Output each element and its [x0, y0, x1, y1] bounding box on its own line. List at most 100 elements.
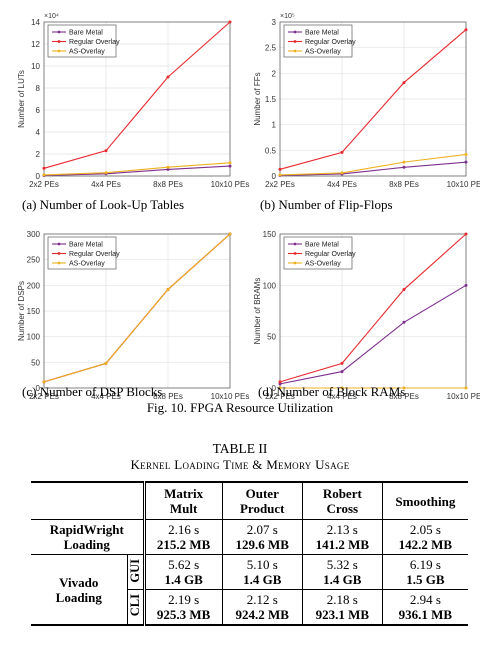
y-tick-label: 50	[267, 333, 276, 342]
x-tick-label: 8x8 PEs	[153, 392, 183, 401]
plot-frame	[279, 21, 467, 177]
data-point	[402, 386, 406, 390]
col-matrix-mult: Matrix Mult	[144, 482, 223, 520]
data-point	[278, 380, 282, 384]
y-tick-label: 200	[27, 281, 41, 290]
table-subtitle: Kernel Loading Time & Memory Usage	[130, 457, 350, 472]
series-line	[279, 153, 467, 176]
kernel-loading-table: Matrix Mult Outer Product Robert Cross Smoo…	[31, 481, 468, 626]
legend-entry: AS-Overlay	[69, 261, 105, 268]
caption-a: (a) Number of Look-Up Tables	[22, 197, 185, 212]
axis-multiplier: ×10⁵	[280, 13, 295, 20]
table-title: TABLE II	[212, 441, 268, 456]
series-line	[279, 284, 467, 385]
row-label-cli: CLI	[127, 594, 142, 617]
y-tick-label: 2	[36, 150, 41, 159]
chart-luts: 0 2 4 6 8 10 12 14 2x2 PEs 4x4 PEs 8x8 PEs 10x10 PE…	[14, 6, 249, 194]
data-point	[228, 20, 232, 24]
table-header-row: Matrix Mult Outer Product Robert Cross Smoo…	[31, 482, 468, 520]
data-point	[464, 386, 468, 390]
y-axis-label: Number of LUTs	[17, 70, 26, 128]
series-line	[43, 21, 231, 169]
x-tick-label: 10x10 PEs	[211, 180, 250, 189]
legend-marker	[57, 252, 61, 255]
y-tick-label: 1	[272, 121, 277, 130]
x-tick-label: 10x10 PEs	[447, 392, 480, 401]
data-point	[402, 165, 406, 169]
data-point	[278, 386, 282, 390]
legend-entry: Regular Overlay	[69, 39, 120, 46]
data-point	[42, 380, 46, 384]
y-tick-label: 0	[272, 172, 277, 181]
chart-svg: 0 50 100 150 200 250 300 2x2 PEs 4x4 PEs 8x8 PEs 1…	[17, 230, 249, 401]
y-tick-label: 0	[36, 172, 41, 181]
y-tick-label: 10	[31, 62, 40, 71]
series-line	[279, 29, 467, 170]
x-tick-label: 4x4 PEs	[91, 180, 121, 189]
data-point	[228, 232, 232, 236]
x-tick-label: 2x2 PEs	[265, 392, 295, 401]
y-tick-label: 0	[272, 384, 277, 393]
x-tick-label: 2x2 PEs	[29, 180, 59, 189]
data-point	[42, 166, 46, 170]
row-label-vivado: Vivado Loading	[31, 554, 128, 626]
x-tick-label: 8x8 PEs	[153, 180, 183, 189]
legend-marker	[57, 40, 61, 43]
x-tick-label: 2x2 PEs	[29, 392, 59, 401]
x-tick-label: 8x8 PEs	[389, 180, 419, 189]
data-point	[402, 160, 406, 164]
data-point	[402, 81, 406, 85]
table-row-rapidwright: RapidWright Loading 2.16 s 215.2 MB 2.07 s…	[31, 519, 468, 555]
y-axis-label: Number of FFs	[253, 72, 262, 125]
legend-marker	[293, 252, 297, 255]
table-row-vivado-gui: Vivado Loading GUI 5.62 s 1.4 GB 5.10 s 1.4…	[31, 554, 468, 626]
series-line	[43, 233, 231, 383]
legend-marker	[293, 30, 297, 34]
data-point	[402, 320, 406, 324]
y-tick-label: 1.5	[265, 95, 277, 104]
y-tick-label: 3	[272, 18, 277, 27]
x-tick-label: 4x4 PEs	[91, 392, 121, 401]
legend-entry: Bare Metal	[305, 30, 339, 37]
row-label-gui: GUI	[127, 558, 142, 583]
legend-marker	[57, 49, 61, 53]
axis-multiplier: ×10⁴	[44, 13, 59, 20]
row-label-rapidwright: RapidWright Loading	[31, 519, 146, 555]
y-axis-label: Number of DSPs	[17, 281, 26, 341]
legend-marker	[57, 261, 61, 265]
legend-marker	[293, 40, 297, 43]
y-tick-label: 6	[36, 106, 41, 115]
data-point	[166, 167, 170, 171]
legend-marker	[293, 49, 297, 53]
data-point	[104, 361, 108, 365]
table-row-vivado-cli: CLI 2.19 s 925.3 MB 2.12 s 924.2 MB 2.18 s…	[31, 589, 468, 625]
y-tick-label: 14	[31, 18, 40, 27]
chart-svg: 0 2 4 6 8 10 12 14 2x2 PEs 4x4 PEs 8x8 PEs 10x10 PE…	[17, 13, 249, 189]
data-point	[104, 171, 108, 175]
y-tick-label: 12	[31, 40, 40, 49]
chart-dsp-blocks: 0 50 100 150 200 250 300 2x2 PEs 4x4 PEs 8x8 PEs 1…	[14, 218, 249, 406]
x-tick-label: 10x10 PEs	[447, 180, 480, 189]
data-point	[166, 287, 170, 291]
caption-d: (d) Number of Block RAMs	[258, 384, 406, 399]
chart-block-rams: 0 50 100 150 2x2 PEs 4x4 PEs 8x8 PEs 10x10 PEs N…	[250, 218, 480, 406]
legend-entry: AS-Overlay	[305, 261, 341, 268]
col-outer-product: Outer Product	[222, 482, 303, 520]
y-tick-label: 0.5	[265, 146, 277, 155]
legend-entry: Bare Metal	[69, 242, 103, 249]
y-tick-label: 250	[27, 256, 41, 265]
figure-10: 0 2 4 6 8 10 12 14 2x2 PEs 4x4 PEs 8x8 PEs 10x10 PE…	[14, 6, 480, 401]
figure-caption: Fig. 10. FPGA Resource Utilization	[146, 400, 334, 415]
legend-marker	[293, 242, 297, 246]
series-line	[279, 233, 467, 383]
data-point	[166, 165, 170, 169]
y-tick-label: 0	[36, 384, 41, 393]
data-point	[228, 164, 232, 168]
data-point	[104, 149, 108, 153]
x-tick-label: 2x2 PEs	[265, 180, 295, 189]
legend-entry: Bare Metal	[305, 242, 339, 249]
x-tick-label: 4x4 PEs	[327, 180, 357, 189]
data-point	[42, 173, 46, 177]
legend-marker	[57, 242, 61, 246]
y-tick-label: 2	[272, 69, 277, 78]
